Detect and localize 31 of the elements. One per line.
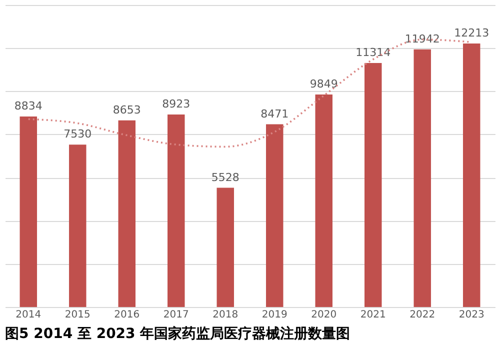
bar <box>315 94 332 307</box>
data-label: 11314 <box>356 46 391 59</box>
x-tick-label: 2016 <box>114 310 140 320</box>
x-tick-label: 2020 <box>311 310 337 320</box>
x-tick-label: 2014 <box>16 310 42 320</box>
x-tick-label: 2019 <box>262 310 288 320</box>
data-label: 8471 <box>260 107 289 120</box>
bar <box>168 114 185 307</box>
data-label: 8923 <box>162 98 190 111</box>
caption: 图5 2014 至 2023 年国家药监局医疗器械注册数量图 <box>5 325 350 342</box>
x-tick-label: 2023 <box>458 310 484 320</box>
bar <box>414 49 431 307</box>
data-label: 7530 <box>64 128 92 141</box>
data-label: 8834 <box>14 99 42 112</box>
data-label: 8653 <box>112 103 141 116</box>
bar <box>364 62 382 307</box>
x-tick-label: 2021 <box>360 310 386 320</box>
data-label: 12213 <box>454 26 490 40</box>
x-tick-label: 2018 <box>212 310 238 320</box>
x-tick-label: 2017 <box>163 310 189 320</box>
x-tick-label: 2015 <box>64 310 90 320</box>
bar <box>266 124 284 307</box>
bar <box>462 44 480 307</box>
data-label: 11942 <box>404 32 440 46</box>
x-tick-label: 2022 <box>410 310 436 320</box>
data-label: 5528 <box>211 170 240 184</box>
bar <box>69 144 86 307</box>
bar <box>20 116 38 307</box>
data-label: 9849 <box>310 78 338 91</box>
bar <box>118 120 136 307</box>
bar <box>216 188 234 307</box>
